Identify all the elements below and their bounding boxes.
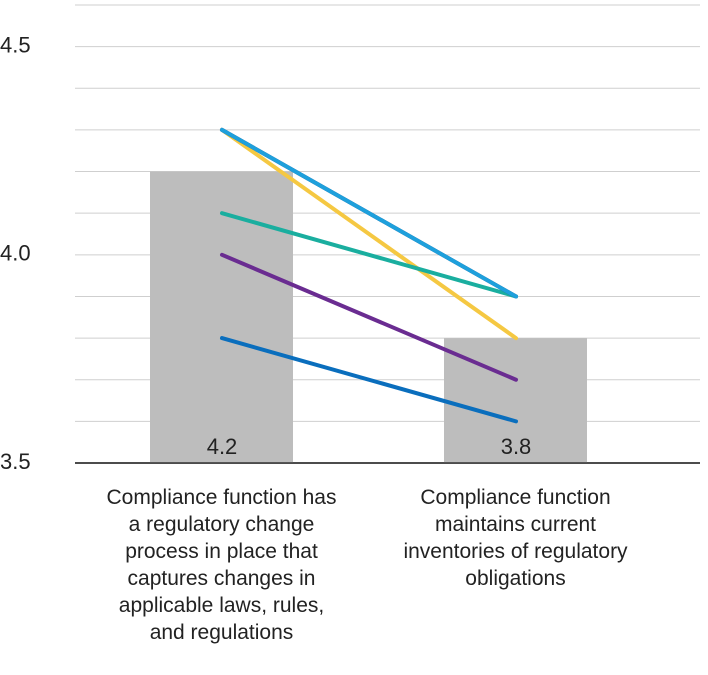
bar xyxy=(150,171,293,463)
y-tick-label: 4.5 xyxy=(0,32,31,57)
line xyxy=(220,336,518,424)
category-label: Compliance function maintains current in… xyxy=(403,486,628,590)
y-tick-label: 4.0 xyxy=(0,241,31,266)
line xyxy=(220,127,518,341)
category-label: Compliance function has a regulatory cha… xyxy=(106,486,337,644)
y-tick-label: 3.5 xyxy=(0,449,31,474)
value-label: 3.8 xyxy=(501,434,532,459)
line xyxy=(220,252,518,382)
line xyxy=(220,211,518,299)
value-label: 4.2 xyxy=(207,434,238,459)
line xyxy=(220,127,518,299)
